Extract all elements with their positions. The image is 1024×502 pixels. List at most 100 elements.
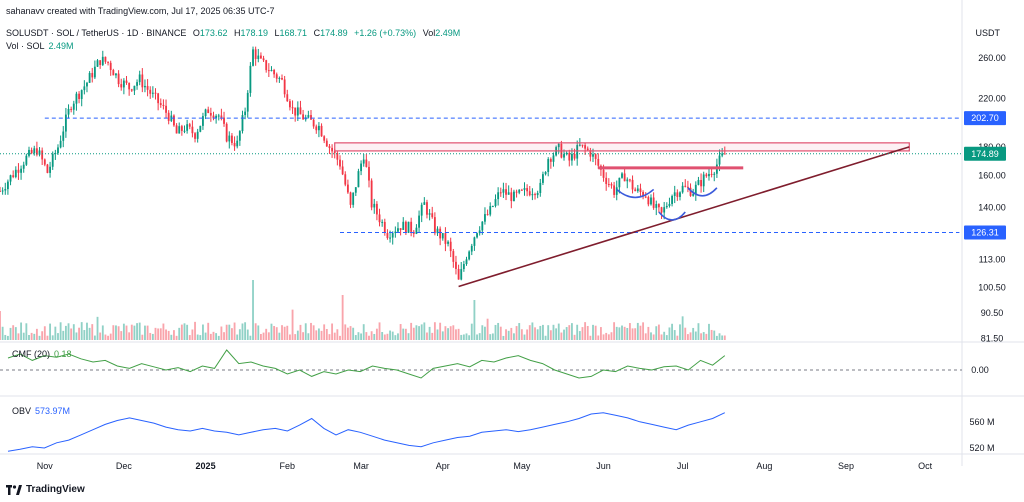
volume-bar bbox=[594, 325, 597, 340]
volume-bar bbox=[636, 322, 639, 340]
candle-body bbox=[101, 56, 104, 65]
volume-bar bbox=[647, 326, 650, 340]
volume-bar bbox=[257, 325, 260, 340]
vol-sol-label: Vol · SOL bbox=[6, 41, 45, 51]
candle-body bbox=[236, 140, 239, 147]
price-tick-label: 220.00 bbox=[978, 93, 1006, 103]
symbol-name[interactable]: SOLUSDT · SOL / TetherUS · 1D · BINANCE bbox=[6, 28, 187, 38]
symbol-legend[interactable]: SOLUSDT · SOL / TetherUS · 1D · BINANCE … bbox=[6, 28, 460, 38]
candle-body bbox=[83, 86, 86, 91]
volume-bar bbox=[426, 332, 428, 340]
volume-bar bbox=[207, 322, 210, 340]
currency-label[interactable]: USDT bbox=[975, 28, 1001, 38]
volume-bar bbox=[718, 333, 721, 340]
time-tick-label: Nov bbox=[37, 461, 54, 471]
candle-body bbox=[520, 189, 523, 191]
candle-body bbox=[144, 85, 146, 88]
candle-body bbox=[194, 133, 196, 139]
price-axis[interactable]: 260.00220.00180.00160.00140.00113.00100.… bbox=[964, 53, 1006, 343]
candle-body bbox=[615, 187, 618, 195]
candle-body bbox=[46, 164, 49, 173]
candle-body bbox=[104, 56, 107, 62]
candle-body bbox=[705, 174, 708, 177]
volume-bar bbox=[144, 325, 146, 340]
volume-bar bbox=[14, 327, 17, 340]
candle-body bbox=[713, 173, 716, 175]
candle-body bbox=[162, 104, 165, 106]
volume-bar bbox=[613, 322, 616, 340]
candle-body bbox=[444, 233, 447, 244]
volume-bar bbox=[639, 325, 642, 340]
obv-last-value: 573.97M bbox=[35, 406, 71, 416]
time-tick-label: Mar bbox=[353, 461, 369, 471]
volume-bar bbox=[357, 332, 360, 340]
volume-bar bbox=[202, 324, 204, 340]
candle-body bbox=[491, 206, 494, 208]
tradingview-footer[interactable]: TradingView bbox=[6, 484, 85, 495]
volume-bar bbox=[286, 325, 289, 340]
candle-body bbox=[428, 213, 431, 215]
volume-bar bbox=[307, 333, 310, 340]
candle-body bbox=[217, 115, 220, 117]
volume-bar bbox=[702, 332, 705, 340]
candle-body bbox=[173, 115, 175, 126]
volume-bar bbox=[389, 330, 391, 340]
candle-body bbox=[547, 159, 550, 172]
volume-bar bbox=[476, 334, 478, 340]
price-axis-badge-label: 174.89 bbox=[971, 149, 999, 159]
volume-bar bbox=[38, 335, 41, 340]
candle-body bbox=[294, 107, 297, 116]
obv-tick-label: 520 M bbox=[969, 443, 994, 453]
candle-body bbox=[415, 227, 418, 234]
candle-body bbox=[78, 93, 80, 99]
volume-bar bbox=[22, 332, 25, 340]
candle-body bbox=[394, 231, 397, 234]
volume-bar bbox=[194, 321, 196, 340]
candle-body bbox=[679, 192, 681, 197]
candle-body bbox=[341, 166, 344, 175]
volume-bar bbox=[713, 330, 716, 340]
candle-body bbox=[349, 192, 352, 205]
volume-bar bbox=[510, 327, 513, 340]
candle-body bbox=[35, 148, 38, 155]
candle-body bbox=[202, 116, 204, 126]
candle-body bbox=[133, 85, 136, 91]
cmf-legend[interactable]: CMF (20) 0.18 bbox=[12, 349, 72, 359]
candles bbox=[0, 46, 726, 281]
volume-bar bbox=[9, 327, 12, 340]
volume-bars bbox=[0, 280, 726, 340]
volume-bar bbox=[72, 324, 75, 340]
candle-body bbox=[602, 169, 605, 178]
candle-body bbox=[252, 49, 254, 66]
time-tick-label: Sep bbox=[838, 461, 854, 471]
volume-bar bbox=[505, 329, 507, 340]
obv-legend[interactable]: OBV 573.97M bbox=[12, 406, 70, 416]
volume-bar bbox=[431, 332, 434, 340]
volume-bar bbox=[51, 335, 54, 340]
volume-bar bbox=[644, 333, 647, 340]
volume-legend[interactable]: Vol · SOL 2.49M bbox=[6, 41, 74, 51]
candle-body bbox=[191, 126, 194, 134]
volume-bar bbox=[481, 325, 484, 340]
volume-bar bbox=[99, 332, 102, 340]
candle-body bbox=[49, 166, 51, 173]
volume-bar bbox=[563, 329, 565, 340]
candle-body bbox=[9, 175, 12, 182]
volume-bar bbox=[157, 328, 160, 340]
volume-bar bbox=[544, 335, 547, 340]
volume-bar bbox=[499, 326, 502, 340]
candle-body bbox=[107, 61, 109, 63]
candle-body bbox=[362, 159, 365, 164]
candle-body bbox=[420, 204, 423, 216]
volume-bar bbox=[115, 325, 117, 340]
candle-body bbox=[344, 174, 347, 185]
candle-body bbox=[694, 184, 697, 194]
time-axis[interactable]: Nov Dec 2025 Feb Mar Apr May Jun Jul Aug Sep Oct bbox=[37, 461, 933, 471]
high-value: 178.19 bbox=[240, 28, 268, 38]
candle-body bbox=[418, 215, 420, 228]
volume-bar bbox=[412, 327, 415, 340]
candle-body bbox=[265, 60, 268, 71]
volume-bar bbox=[67, 323, 70, 340]
candle-body bbox=[14, 169, 17, 178]
tradingview-logo-icon bbox=[6, 484, 22, 495]
